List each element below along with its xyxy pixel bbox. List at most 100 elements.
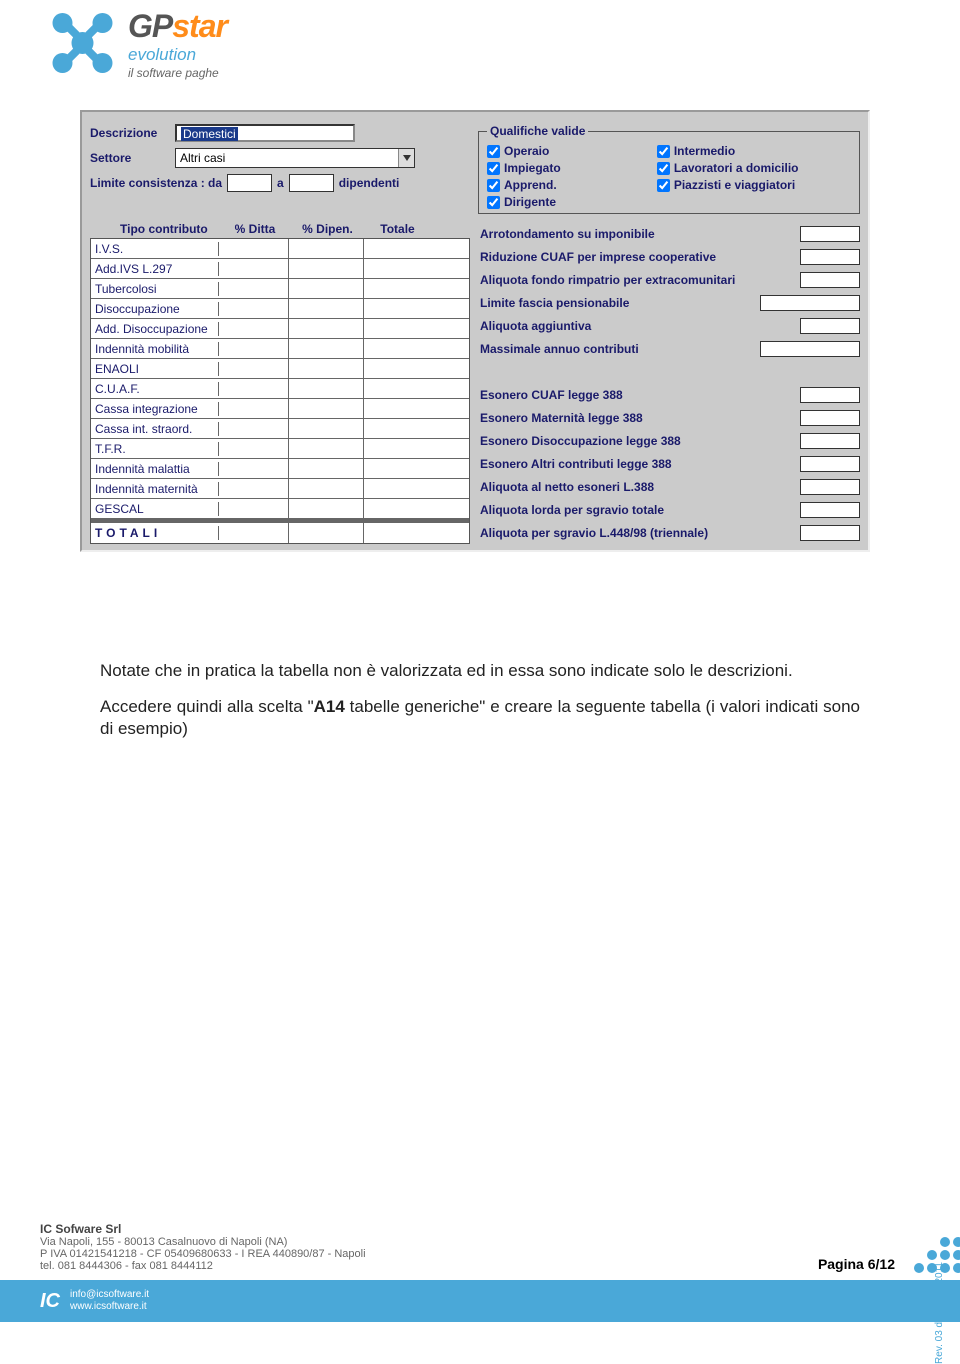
contrib-cell-ditta[interactable] — [219, 499, 289, 518]
contrib-cell-dipen[interactable] — [289, 459, 364, 478]
contrib-cell-totale[interactable] — [364, 319, 429, 338]
contrib-row: Indennità malattia — [91, 459, 469, 479]
param-input[interactable] — [800, 479, 860, 495]
contrib-cell-totale[interactable] — [364, 459, 429, 478]
contrib-cell-totale[interactable] — [364, 439, 429, 458]
param-input[interactable] — [800, 318, 860, 334]
contrib-row-label: Tubercolosi — [91, 282, 219, 296]
contrib-cell-dipen[interactable] — [289, 239, 364, 258]
footer-links: info@icsoftware.it www.icsoftware.it — [70, 1289, 149, 1313]
contrib-cell-dipen[interactable] — [289, 319, 364, 338]
qualifica-check: Impiegato — [487, 161, 649, 175]
contrib-cell-dipen[interactable] — [289, 419, 364, 438]
contrib-cell-ditta[interactable] — [219, 439, 289, 458]
limite-tail-label: dipendenti — [339, 176, 400, 190]
contrib-cell-totale[interactable] — [364, 299, 429, 318]
contrib-cell-ditta[interactable] — [219, 279, 289, 298]
qualifica-checkbox[interactable] — [657, 179, 670, 192]
contrib-cell-totale[interactable] — [364, 339, 429, 358]
contrib-row-label: Cassa integrazione — [91, 402, 219, 416]
contrib-cell-totale[interactable] — [364, 259, 429, 278]
footer-tel: tel. 081 8444306 - fax 081 8444112 — [40, 1260, 366, 1272]
param-row: Esonero CUAF legge 388 — [480, 383, 860, 406]
contrib-cell-totale[interactable] — [364, 379, 429, 398]
contrib-cell-totale[interactable] — [364, 499, 429, 518]
qualifica-checkbox[interactable] — [487, 179, 500, 192]
logo-gp: GP — [128, 8, 172, 44]
logo-sub-tagline: il software paghe — [128, 66, 227, 80]
descrizione-value: Domestici — [181, 127, 238, 141]
settore-dropdown[interactable]: Altri casi — [175, 148, 415, 168]
param-input[interactable] — [800, 387, 860, 403]
contrib-cell-ditta[interactable] — [219, 299, 289, 318]
contrib-cell-ditta[interactable] — [219, 479, 289, 498]
contrib-cell-totale[interactable] — [364, 239, 429, 258]
contrib-row-label: Indennità maternità — [91, 482, 219, 496]
param-input[interactable] — [760, 295, 860, 311]
chevron-down-icon[interactable] — [398, 149, 414, 167]
param-input[interactable] — [800, 249, 860, 265]
param-row: Esonero Altri contributi legge 388 — [480, 452, 860, 475]
contrib-header: Tipo contributo % Ditta % Dipen. Totale — [90, 220, 470, 238]
limite-label: Limite consistenza : da — [90, 176, 222, 190]
contrib-cell-ditta[interactable] — [219, 319, 289, 338]
contrib-cell-dipen[interactable] — [289, 259, 364, 278]
contrib-cell-ditta[interactable] — [219, 419, 289, 438]
contrib-row-label: T.F.R. — [91, 442, 219, 456]
contrib-cell-dipen[interactable] — [289, 279, 364, 298]
qualifica-checkbox[interactable] — [487, 162, 500, 175]
contrib-row-label: ENAOLI — [91, 362, 219, 376]
limite-da-input[interactable] — [227, 174, 272, 192]
qualifica-check: Piazzisti e viaggiatori — [657, 178, 851, 192]
contrib-cell-dipen[interactable] — [289, 359, 364, 378]
contrib-cell-ditta[interactable] — [219, 259, 289, 278]
qualifica-checkbox[interactable] — [657, 145, 670, 158]
param-input[interactable] — [800, 410, 860, 426]
contrib-cell-totale[interactable] — [364, 359, 429, 378]
contrib-table: Tipo contributo % Ditta % Dipen. Totale … — [90, 220, 470, 544]
contrib-cell-dipen[interactable] — [289, 299, 364, 318]
bottom-bar: IC info@icsoftware.it www.icsoftware.it — [0, 1280, 960, 1322]
contrib-row-label: Add. Disoccupazione — [91, 322, 219, 336]
param-row — [480, 360, 860, 383]
contrib-cell-ditta[interactable] — [219, 379, 289, 398]
contrib-cell-totale[interactable] — [364, 279, 429, 298]
contrib-cell-dipen[interactable] — [289, 379, 364, 398]
param-input[interactable] — [760, 341, 860, 357]
param-input[interactable] — [800, 272, 860, 288]
contrib-cell-ditta[interactable] — [219, 359, 289, 378]
contrib-cell-ditta[interactable] — [219, 339, 289, 358]
contrib-cell-dipen[interactable] — [289, 439, 364, 458]
param-label: Aliquota fondo rimpatrio per extracomuni… — [480, 273, 735, 287]
logo-star: star — [172, 8, 227, 44]
contrib-cell-ditta[interactable] — [219, 239, 289, 258]
param-input[interactable] — [800, 433, 860, 449]
qualifica-label: Dirigente — [504, 195, 556, 209]
contrib-cell-totale[interactable] — [364, 419, 429, 438]
contrib-cell-dipen[interactable] — [289, 339, 364, 358]
qualifica-label: Piazzisti e viaggiatori — [674, 178, 795, 192]
qualifica-check: Intermedio — [657, 144, 851, 158]
contrib-cell-totale[interactable] — [364, 399, 429, 418]
param-input[interactable] — [800, 502, 860, 518]
qualifica-checkbox[interactable] — [487, 145, 500, 158]
descrizione-input[interactable]: Domestici — [175, 124, 355, 142]
contrib-cell-totale[interactable] — [364, 479, 429, 498]
qualifica-check: Apprend. — [487, 178, 649, 192]
contrib-cell-dipen[interactable] — [289, 399, 364, 418]
logo-sub-evolution: evolution — [128, 45, 227, 65]
qualifica-check: Operaio — [487, 144, 649, 158]
contrib-cell-ditta[interactable] — [219, 399, 289, 418]
limite-a-input[interactable] — [289, 174, 334, 192]
qualifica-checkbox[interactable] — [657, 162, 670, 175]
contrib-cell-dipen[interactable] — [289, 479, 364, 498]
body-p2a: Accedere quindi alla scelta " — [100, 697, 314, 716]
param-input[interactable] — [800, 226, 860, 242]
contrib-cell-ditta[interactable] — [219, 459, 289, 478]
body-text: Notate che in pratica la tabella non è v… — [100, 660, 860, 754]
contrib-cell-dipen[interactable] — [289, 499, 364, 518]
param-input[interactable] — [800, 525, 860, 541]
qualifica-checkbox[interactable] — [487, 196, 500, 209]
param-input[interactable] — [800, 456, 860, 472]
header-logo: GPstar evolution il software paghe — [45, 8, 227, 80]
